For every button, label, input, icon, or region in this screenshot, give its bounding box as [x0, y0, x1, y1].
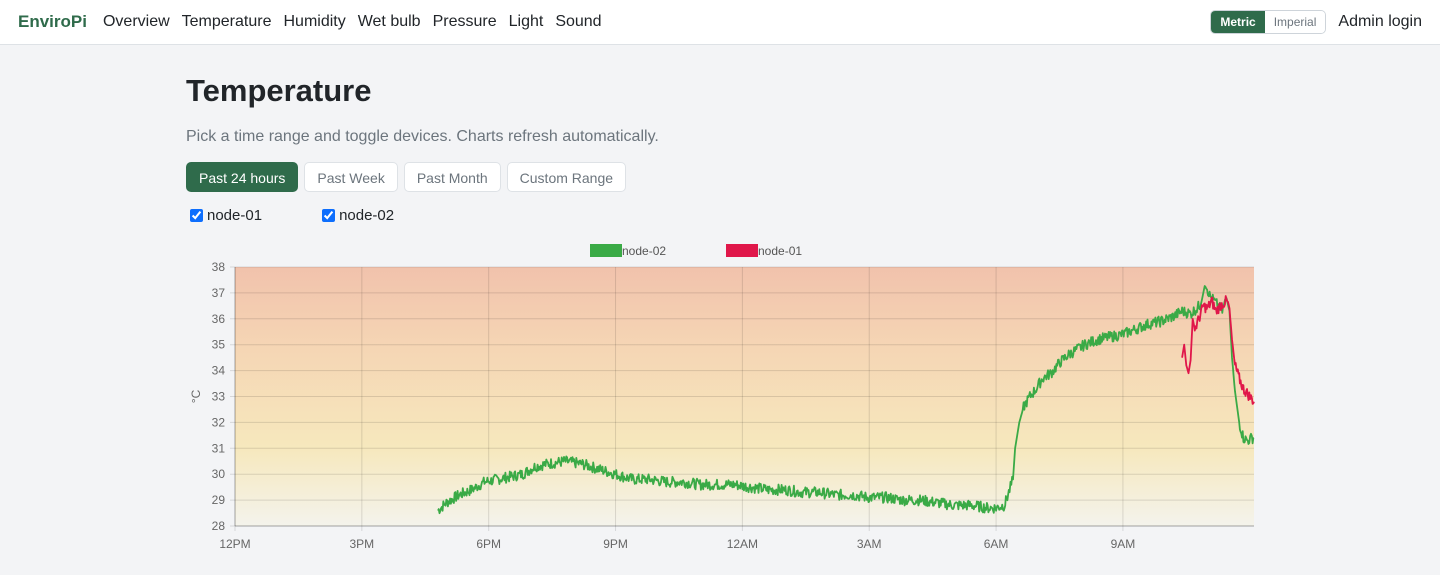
y-tick-label: 31	[212, 441, 226, 455]
y-tick-label: 30	[212, 467, 226, 481]
chart-legend: node-02 node-01	[590, 244, 802, 258]
range-past-week-button[interactable]: Past Week	[304, 162, 398, 192]
nav-link-light[interactable]: Light	[508, 13, 544, 30]
legend-swatch-node-01	[726, 244, 758, 257]
x-tick-label: 12AM	[727, 537, 758, 551]
nav-link-humidity[interactable]: Humidity	[283, 13, 346, 30]
plot-background	[235, 267, 1254, 526]
node-02-checkbox[interactable]	[322, 208, 336, 222]
unit-imperial-button[interactable]: Imperial	[1264, 11, 1326, 33]
node-01-checkbox[interactable]	[190, 208, 203, 222]
x-axis: 12PM 3PM 6PM 9PM 12AM 3AM 6AM 9AM	[219, 537, 1135, 551]
nav-link-overview[interactable]: Overview	[102, 13, 170, 30]
y-tick-label: 37	[212, 286, 226, 300]
page-subtitle: Pick a time range and toggle devices. Ch…	[186, 128, 659, 145]
x-tick-label: 9AM	[1111, 537, 1136, 551]
range-custom-button[interactable]: Custom Range	[506, 162, 627, 192]
nav-right: Metric Imperial Admin login	[1210, 10, 1422, 34]
x-tick-label: 3PM	[350, 537, 375, 551]
series-line-node-02	[437, 285, 1255, 515]
y-tick-label: 32	[212, 415, 226, 429]
x-tick-label: 9PM	[603, 537, 628, 551]
navbar: EnviroPi Overview Temperature Humidity W…	[0, 0, 1440, 45]
legend-swatch-node-02	[590, 244, 622, 257]
chart-series	[437, 285, 1255, 515]
unit-metric-button[interactable]: Metric	[1211, 11, 1265, 33]
range-past-month-button[interactable]: Past Month	[403, 162, 501, 192]
legend-label-node-02[interactable]: node-02	[622, 244, 666, 258]
range-past-24-hours-button[interactable]: Past 24 hours	[186, 162, 299, 192]
x-tick-label: 6AM	[984, 537, 1009, 551]
brand-logo[interactable]: EnviroPi	[18, 12, 87, 31]
nav-link-pressure[interactable]: Pressure	[432, 13, 497, 30]
node-02-label: node-02	[339, 206, 395, 224]
y-tick-label: 38	[212, 260, 226, 274]
y-tick-label: 34	[212, 364, 226, 378]
device-toggle-node-02[interactable]: node-02	[322, 207, 394, 224]
nav-link-temperature[interactable]: Temperature	[181, 13, 272, 30]
unit-toggle: Metric Imperial	[1210, 10, 1327, 34]
y-axis: 28 29 30 31 32 33 34 35 36 37 38	[212, 260, 226, 533]
legend-label-node-01[interactable]: node-01	[758, 244, 802, 258]
device-toggle-node-01[interactable]: node-01	[190, 207, 262, 224]
admin-login-link[interactable]: Admin login	[1338, 13, 1422, 30]
y-tick-label: 35	[212, 338, 226, 352]
y-tick-label: 36	[212, 312, 226, 326]
y-tick-label: 29	[212, 493, 226, 507]
temperature-chart: node-02 node-01 28 29 30 31 32 33 34 35 36 37 38 12…	[189, 244, 1255, 551]
x-tick-label: 3AM	[857, 537, 882, 551]
chart-grid	[230, 266, 1254, 531]
time-range-group: Past 24 hours Past Week Past Month Custo…	[186, 162, 1254, 192]
y-tick-label: 33	[212, 390, 226, 404]
x-tick-label: 6PM	[476, 537, 501, 551]
series-line-node-01	[1181, 295, 1255, 405]
y-axis-label: °C	[189, 389, 203, 403]
nav-link-wet-bulb[interactable]: Wet bulb	[357, 13, 421, 30]
page-title: Temperature	[186, 73, 372, 108]
y-tick-label: 28	[212, 519, 226, 533]
x-tick-label: 12PM	[219, 537, 250, 551]
nav-link-sound[interactable]: Sound	[555, 13, 602, 30]
main-content: Temperature Pick a time range and toggle…	[186, 45, 1254, 226]
device-toggles: node-01 node-02	[186, 204, 1254, 226]
node-01-label: node-01	[207, 206, 263, 224]
